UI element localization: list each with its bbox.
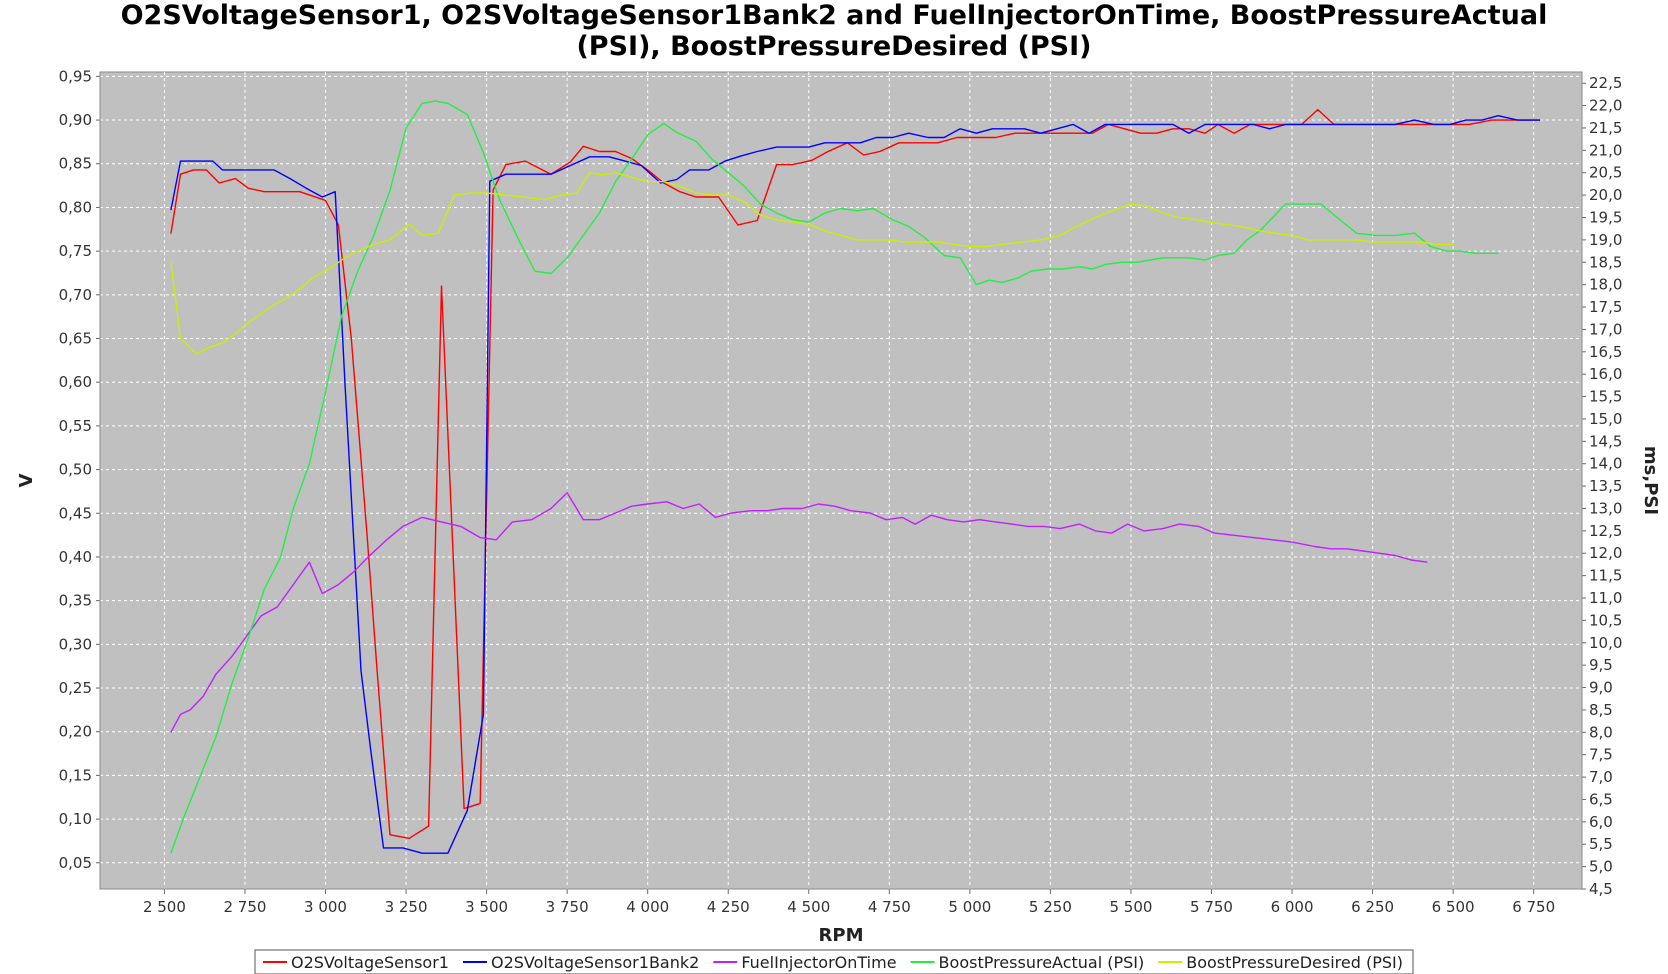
y-right-tick-label: 6,5: [1589, 790, 1613, 808]
x-tick-label: 3 250: [385, 898, 428, 916]
series-group: [170, 100, 1541, 854]
x-tick-label: 6 750: [1512, 898, 1555, 916]
y-right-tick-label: 5,0: [1589, 858, 1613, 876]
y-right-tick-label: 10,0: [1589, 634, 1622, 652]
y-right-tick-label: 18,5: [1589, 253, 1622, 271]
legend-label-boostpressuredesired-psi: BoostPressureDesired (PSI): [1186, 953, 1403, 972]
legend-box: [254, 949, 1414, 974]
y-right-tick-label: 13,5: [1589, 477, 1622, 495]
x-tick-label: 4 000: [626, 898, 669, 916]
legend-label-boostpressureactual-psi: BoostPressureActual (PSI): [939, 953, 1145, 972]
y-axis-left-label: V: [16, 473, 37, 487]
series-line-o2svoltagesensor1bank2: [170, 114, 1541, 854]
chart-title: O2SVoltageSensor1, O2SVoltageSensor1Bank…: [0, 0, 1668, 62]
y-right-tick-label: 4,5: [1589, 880, 1613, 898]
y-left-tick-label: 0,45: [59, 504, 92, 522]
y-right-tick-label: 19,0: [1589, 231, 1622, 249]
y-right-tick-label: 20,0: [1589, 186, 1622, 204]
y-right-tick-label: 14,0: [1589, 455, 1622, 473]
x-tick-label: 5 500: [1109, 898, 1152, 916]
y-right-tick-label: 8,5: [1589, 701, 1613, 719]
y-right-tick-label: 9,5: [1589, 656, 1613, 674]
y-right-tick-label: 21,5: [1589, 119, 1622, 137]
y-right-tick-label: 21,0: [1589, 141, 1622, 159]
chart-title-line-2: (PSI), BoostPressureDesired (PSI): [576, 31, 1092, 62]
x-tick-label: 3 750: [546, 898, 589, 916]
series-line-fuelinjectorontime: [170, 492, 1428, 733]
series-line-boostpressuredesired-psi: [170, 171, 1454, 355]
y-right-tick-label: 11,5: [1589, 567, 1622, 585]
y-right-tick-label: 9,0: [1589, 679, 1613, 697]
y-right-tick-label: 11,0: [1589, 589, 1622, 607]
y-left-tick-label: 0,50: [59, 461, 92, 479]
legend-label-o2svoltagesensor1bank2: O2SVoltageSensor1Bank2: [491, 953, 699, 972]
y-right-tick-label: 17,5: [1589, 298, 1622, 316]
grid: [100, 72, 1582, 889]
x-tick-label: 4 250: [707, 898, 750, 916]
y-right-tick-label: 17,0: [1589, 320, 1622, 338]
y-left-tick-label: 0,75: [59, 242, 92, 260]
x-axis-label: RPM: [819, 925, 864, 946]
x-tick-label: 2 500: [143, 898, 186, 916]
y-left-tick-label: 0,15: [59, 766, 92, 784]
legend-label-o2svoltagesensor1: O2SVoltageSensor1: [291, 953, 449, 972]
y-right-tick-label: 19,5: [1589, 208, 1622, 226]
legend: O2SVoltageSensor1 O2SVoltageSensor1Bank2 F…: [254, 949, 1414, 974]
y-right-tick-label: 22,5: [1589, 74, 1622, 92]
y-right-tick-label: 14,5: [1589, 432, 1622, 450]
y-left-tick-label: 0,65: [59, 330, 92, 348]
y-left-tick-label: 0,35: [59, 592, 92, 610]
y-left-tick-label: 0,95: [59, 67, 92, 85]
y-axis-right-label: ms,PSI: [1640, 446, 1661, 515]
x-tick-label: 2 750: [224, 898, 267, 916]
plot-area: [99, 71, 1583, 890]
x-tick-label: 6 250: [1351, 898, 1394, 916]
x-tick-label: 4 750: [868, 898, 911, 916]
y-left-tick-label: 0,05: [59, 854, 92, 872]
x-tick-label: 6 500: [1432, 898, 1475, 916]
y-right-tick-label: 13,0: [1589, 499, 1622, 517]
y-left-tick-label: 0,55: [59, 417, 92, 435]
x-tick-label: 6 000: [1271, 898, 1314, 916]
y-right-tick-label: 15,5: [1589, 388, 1622, 406]
x-tick-label: 5 250: [1029, 898, 1072, 916]
x-tick-label: 5 000: [948, 898, 991, 916]
y-left-tick-label: 0,40: [59, 548, 92, 566]
x-tick-label: 4 500: [787, 898, 830, 916]
y-right-tick-label: 12,5: [1589, 522, 1622, 540]
y-left-tick-label: 0,25: [59, 679, 92, 697]
y-right-tick-label: 7,0: [1589, 768, 1613, 786]
legend-label-fuelinjectorontime: FuelInjectorOnTime: [741, 953, 896, 972]
y-right-tick-label: 15,0: [1589, 410, 1622, 428]
y-right-tick-label: 20,5: [1589, 164, 1622, 182]
y-right-tick-label: 8,0: [1589, 723, 1613, 741]
series-line-o2svoltagesensor1: [170, 108, 1541, 839]
y-left-tick-label: 0,90: [59, 111, 92, 129]
chart-title-line-1: O2SVoltageSensor1, O2SVoltageSensor1Bank…: [120, 0, 1548, 31]
y-left-tick-label: 0,60: [59, 373, 92, 391]
y-left-tick-label: 0,85: [59, 155, 92, 173]
x-tick-label: 3 000: [304, 898, 347, 916]
axes: 2 500 2 750 3 000 3 250 3 500 3 750 4 000 4 250…: [59, 67, 1623, 916]
series-line-boostpressureactual-psi: [170, 100, 1499, 854]
y-right-tick-label: 18,0: [1589, 276, 1622, 294]
y-left-tick-label: 0,30: [59, 635, 92, 653]
y-right-tick-label: 16,5: [1589, 343, 1622, 361]
x-tick-label: 3 500: [465, 898, 508, 916]
y-right-tick-label: 7,5: [1589, 746, 1613, 764]
x-tick-label: 5 750: [1190, 898, 1233, 916]
y-left-tick-label: 0,70: [59, 286, 92, 304]
y-right-tick-label: 12,0: [1589, 544, 1622, 562]
y-right-tick-label: 22,0: [1589, 97, 1622, 115]
y-right-tick-label: 10,5: [1589, 611, 1622, 629]
y-left-tick-label: 0,20: [59, 723, 92, 741]
y-right-tick-label: 5,5: [1589, 835, 1613, 853]
y-right-tick-label: 16,0: [1589, 365, 1622, 383]
y-right-tick-label: 6,0: [1589, 813, 1613, 831]
y-left-tick-label: 0,10: [59, 810, 92, 828]
y-left-tick-label: 0,80: [59, 198, 92, 216]
